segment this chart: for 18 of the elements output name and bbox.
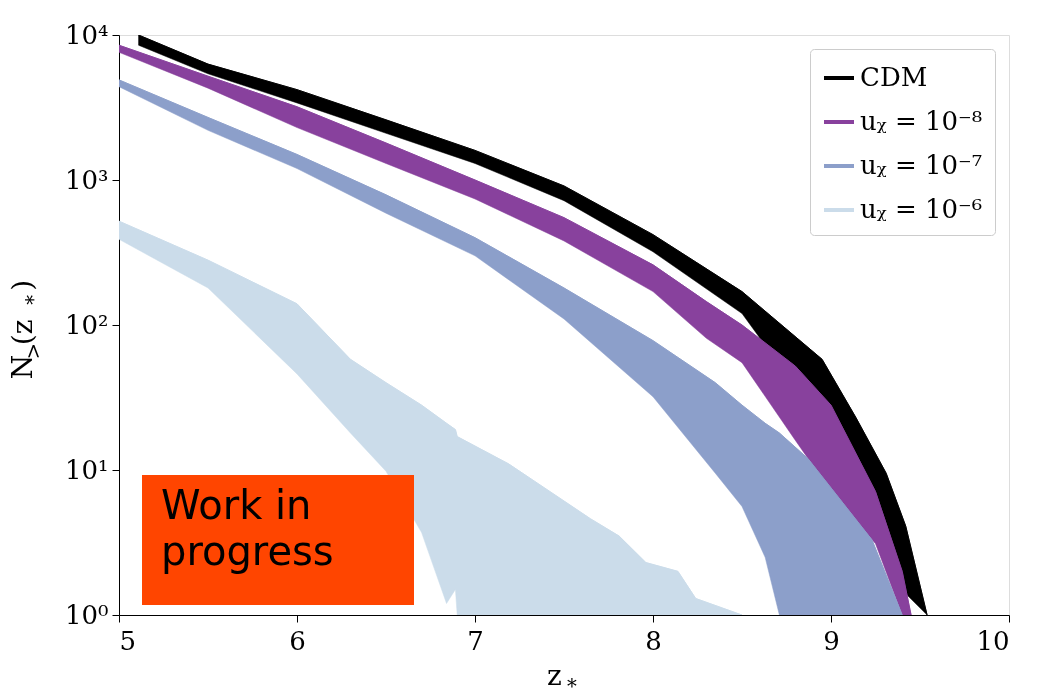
x-tick-label: 7 [467, 625, 484, 656]
y-tick-label: 10³ [64, 164, 109, 195]
x-tick-label: 5 [119, 625, 137, 656]
x-axis-title: z* [546, 659, 578, 698]
legend-label: CDM [860, 62, 928, 92]
legend-label: uᵪ = 10⁻⁷ [860, 150, 983, 180]
y-tick-label: 10⁰ [64, 599, 109, 630]
y-tick-label: 10¹ [64, 454, 109, 485]
y-tick-label: 10⁴ [64, 19, 109, 50]
y-axis-title: N>(z*) [6, 279, 45, 380]
y-tick-label: 10² [64, 309, 109, 340]
x-tick-label: 6 [289, 625, 306, 656]
legend-label: uᵪ = 10⁻⁶ [860, 194, 983, 224]
annotation: Work in progress [161, 482, 334, 574]
x-tick-label: 8 [645, 625, 662, 656]
x-tick-label: 10 [976, 625, 1010, 656]
x-tick-label: 9 [823, 625, 840, 656]
legend-label: uᵪ = 10⁻⁸ [860, 106, 983, 136]
